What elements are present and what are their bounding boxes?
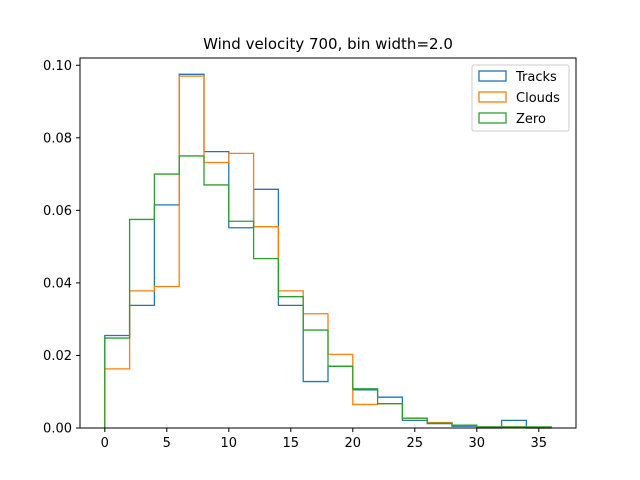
x-tick-label: 10 [221,436,238,451]
chart-title: Wind velocity 700, bin width=2.0 [203,35,453,53]
legend-swatch-zero [478,112,507,124]
x-tick-label: 35 [531,436,548,451]
legend-label-zero: Zero [516,112,546,127]
x-axis: 0 5 10 15 20 25 30 35 [101,428,547,451]
y-tick-label: 0.06 [43,204,72,219]
x-tick-label: 30 [469,436,486,451]
y-tick-label: 0.10 [43,59,72,74]
legend-label-tracks: Tracks [515,70,557,85]
x-tick-label: 25 [407,436,424,451]
x-tick-label: 5 [163,436,171,451]
x-tick-label: 15 [283,436,300,451]
y-tick-label: 0.08 [43,131,72,146]
y-tick-label: 0.02 [43,349,72,364]
axes-frame [79,57,577,429]
y-axis: 0.00 0.02 0.04 0.06 0.08 0.10 [43,59,80,437]
legend-swatch-clouds [478,91,507,103]
legend: Tracks Clouds Zero [471,64,570,132]
legend-swatch-tracks [478,70,507,82]
y-tick-label: 0.04 [43,276,72,291]
x-tick-label: 20 [345,436,362,451]
x-tick-label: 0 [101,436,109,451]
y-tick-label: 0.00 [43,422,72,437]
plot-area [104,73,552,429]
series-step-zero [104,155,552,428]
legend-label-clouds: Clouds [516,91,560,106]
